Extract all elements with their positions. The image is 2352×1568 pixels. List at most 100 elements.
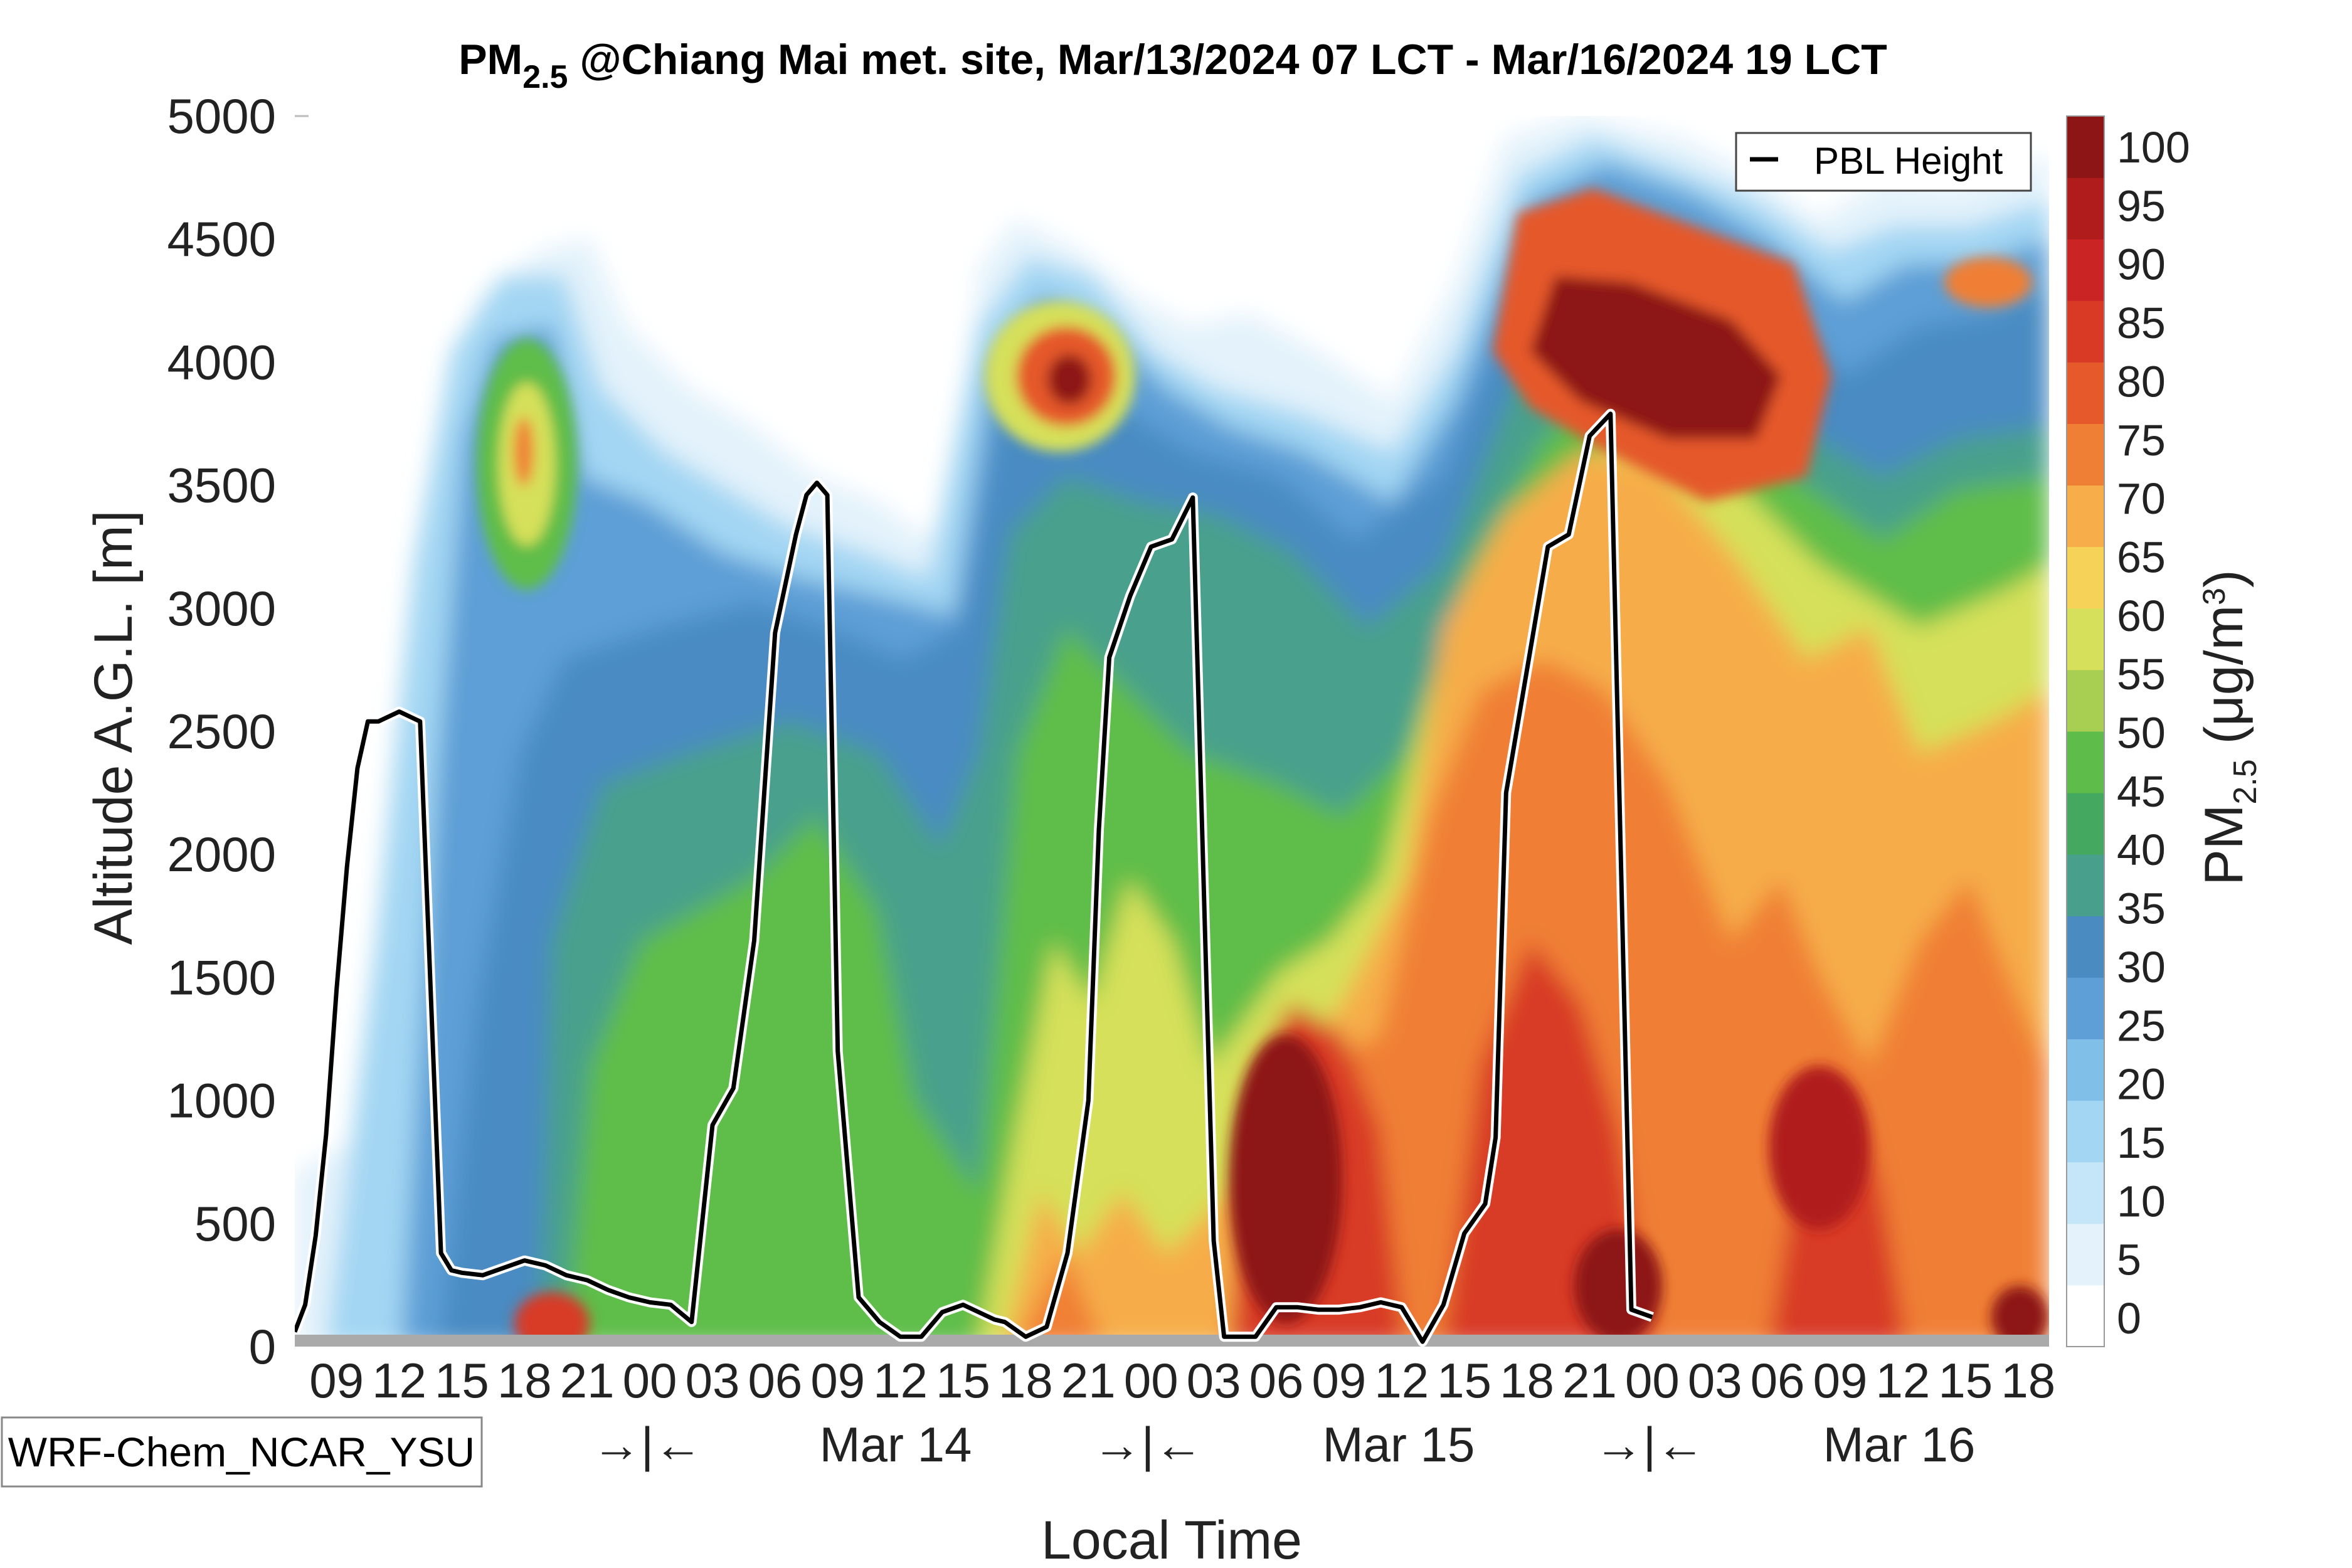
x-tick-label: 00 [1625, 1353, 1680, 1408]
x-tick-label: 12 [372, 1353, 426, 1408]
pm25-field [295, 116, 2049, 1347]
colorbar-tick-label: 85 [2117, 299, 2166, 347]
y-axis-ticks: 0 500 1000 1500 2000 2500 3000 3500 4000 4500 5000 [167, 88, 309, 1374]
colorbar-swatch [2067, 1162, 2104, 1224]
colorbar-tick-label: 25 [2117, 1001, 2166, 1050]
colorbar-tick-label: 100 [2117, 123, 2190, 172]
y-tick-label: 500 [194, 1196, 276, 1251]
colorbar-tick-label: 80 [2117, 357, 2166, 406]
colorbar-tick-label: 75 [2117, 416, 2166, 465]
x-tick-label: 12 [1374, 1353, 1429, 1408]
colorbar-swatch [2067, 977, 2104, 1039]
x-tick-label: 03 [1187, 1353, 1241, 1408]
colorbar: 0 5 10 15 20 25 30 35 40 45 50 55 60 65 70 75 80 85 90 95 10… [2066, 115, 2190, 1347]
y-tick-label: 3000 [167, 581, 276, 636]
colorbar-swatch [2067, 485, 2104, 548]
colorbar-tick-label: 10 [2117, 1177, 2166, 1226]
hotspot-b [1229, 1035, 1342, 1323]
x-tick-label: 18 [1500, 1353, 1554, 1408]
x-tick-label: 00 [1124, 1353, 1179, 1408]
colorbar-swatch [2067, 1285, 2104, 1347]
colorbar-swatch [2067, 239, 2104, 301]
x-tick-label: 03 [686, 1353, 740, 1408]
x-tick-label: 00 [623, 1353, 677, 1408]
x-tick-label: 06 [748, 1353, 802, 1408]
colorbar-swatch [2067, 854, 2104, 916]
y-tick-label: 1000 [167, 1073, 276, 1128]
x-tick-label: 18 [999, 1353, 1053, 1408]
x-tick-label: 09 [1813, 1353, 1868, 1408]
hotspot-a [514, 1292, 590, 1347]
model-label-box: WRF-Chem_NCAR_YSU [1, 1416, 483, 1488]
x-tick-label: 06 [1751, 1353, 1805, 1408]
x-tick-label: 06 [1249, 1353, 1304, 1408]
colorbar-tick-label: 95 [2117, 181, 2166, 230]
colorbar-tick-label: 5 [2117, 1236, 2141, 1285]
x-tick-label: 15 [1437, 1353, 1491, 1408]
colorbar-label: PM2.5 (μg/m3) [2194, 569, 2264, 885]
field-layer-85 [1229, 941, 1907, 1347]
colorbar-label-rest: (μg/m [2194, 605, 2254, 759]
y-axis-label: Altitude A.G.L. [m] [83, 510, 144, 945]
x-tick-label: 09 [309, 1353, 364, 1408]
x-tick-label: 12 [1876, 1353, 1931, 1408]
x-axis-label: Local Time [1041, 1510, 1302, 1568]
plume-1-core [514, 417, 534, 486]
colorbar-tick-label: 65 [2117, 532, 2166, 581]
hotspot-c [1769, 1066, 1869, 1229]
colorbar-tick-label: 15 [2117, 1118, 2166, 1167]
x-tick-label: 21 [1061, 1353, 1116, 1408]
y-tick-label: 0 [249, 1319, 276, 1374]
colorbar-tick-label: 45 [2117, 767, 2166, 816]
x-tick-label: 12 [873, 1353, 928, 1408]
colorbar-tick-label: 60 [2117, 591, 2166, 640]
colorbar-frame [2066, 115, 2105, 1347]
y-tick-label: 1500 [167, 950, 276, 1005]
x-tick-label: 18 [497, 1353, 552, 1408]
colorbar-swatch [2067, 916, 2104, 978]
colorbar-tick-label: 50 [2117, 709, 2166, 758]
colorbar-tick-label: 40 [2117, 825, 2166, 874]
colorbar-tick-label: 30 [2117, 943, 2166, 992]
y-tick-label: 2500 [167, 704, 276, 759]
x-tick-label: 21 [560, 1353, 615, 1408]
colorbar-tick-label: 20 [2117, 1060, 2166, 1109]
day-label-mar14: Mar 14 [820, 1417, 972, 1472]
colorbar-tick-label: 35 [2117, 884, 2166, 933]
chart-title: PM2.5 @Chiang Mai met. site, Mar/13/2024… [458, 36, 1887, 95]
x-tick-label: 09 [810, 1353, 865, 1408]
title-main: PM [458, 36, 522, 83]
day-markers: →|← Mar 14 →|← Mar 15 →|← Mar 16 [592, 1417, 1976, 1472]
x-tick-label: 15 [435, 1353, 489, 1408]
colorbar-label-main: PM [2194, 805, 2254, 886]
colorbar-swatch [2067, 1100, 2104, 1163]
colorbar-swatch [2067, 793, 2104, 855]
colorbar-label-sub: 2.5 [2227, 759, 2264, 804]
y-tick-label: 2000 [167, 827, 276, 882]
colorbar-swatch [2067, 608, 2104, 670]
x-tick-label: 15 [936, 1353, 990, 1408]
legend-box [1735, 132, 2032, 192]
colorbar-swatch [2067, 300, 2104, 363]
x-tick-label: 03 [1688, 1353, 1742, 1408]
y-tick-label: 4000 [167, 334, 276, 389]
x-axis-ticks: 09 12 15 18 21 00 03 06 09 12 15 18 21 00 03 06 09 12 15 18… [309, 1353, 2055, 1408]
x-tick-label: 18 [2001, 1353, 2055, 1408]
ground-strip [295, 1335, 2049, 1347]
hotspot-e [1991, 1286, 2048, 1347]
colorbar-tick-label: 55 [2117, 650, 2166, 699]
colorbar-swatch [2067, 1039, 2104, 1101]
colorbar-tick-label: 70 [2117, 474, 2166, 523]
y-tick-label: 5000 [167, 88, 276, 144]
model-label: WRF-Chem_NCAR_YSU [8, 1429, 475, 1475]
day-marker-3: →|← [1594, 1417, 1705, 1472]
colorbar-tick-label: 90 [2117, 240, 2166, 289]
colorbar-swatch [2067, 669, 2104, 732]
day-marker-2: →|← [1093, 1417, 1203, 1472]
y-tick-label: 3500 [167, 458, 276, 513]
colorbar-swatch [2067, 546, 2104, 609]
colorbar-swatch [2067, 177, 2104, 240]
colorbar-label-sup: 3 [2196, 588, 2232, 605]
colorbar-tick-label: 0 [2117, 1294, 2141, 1343]
